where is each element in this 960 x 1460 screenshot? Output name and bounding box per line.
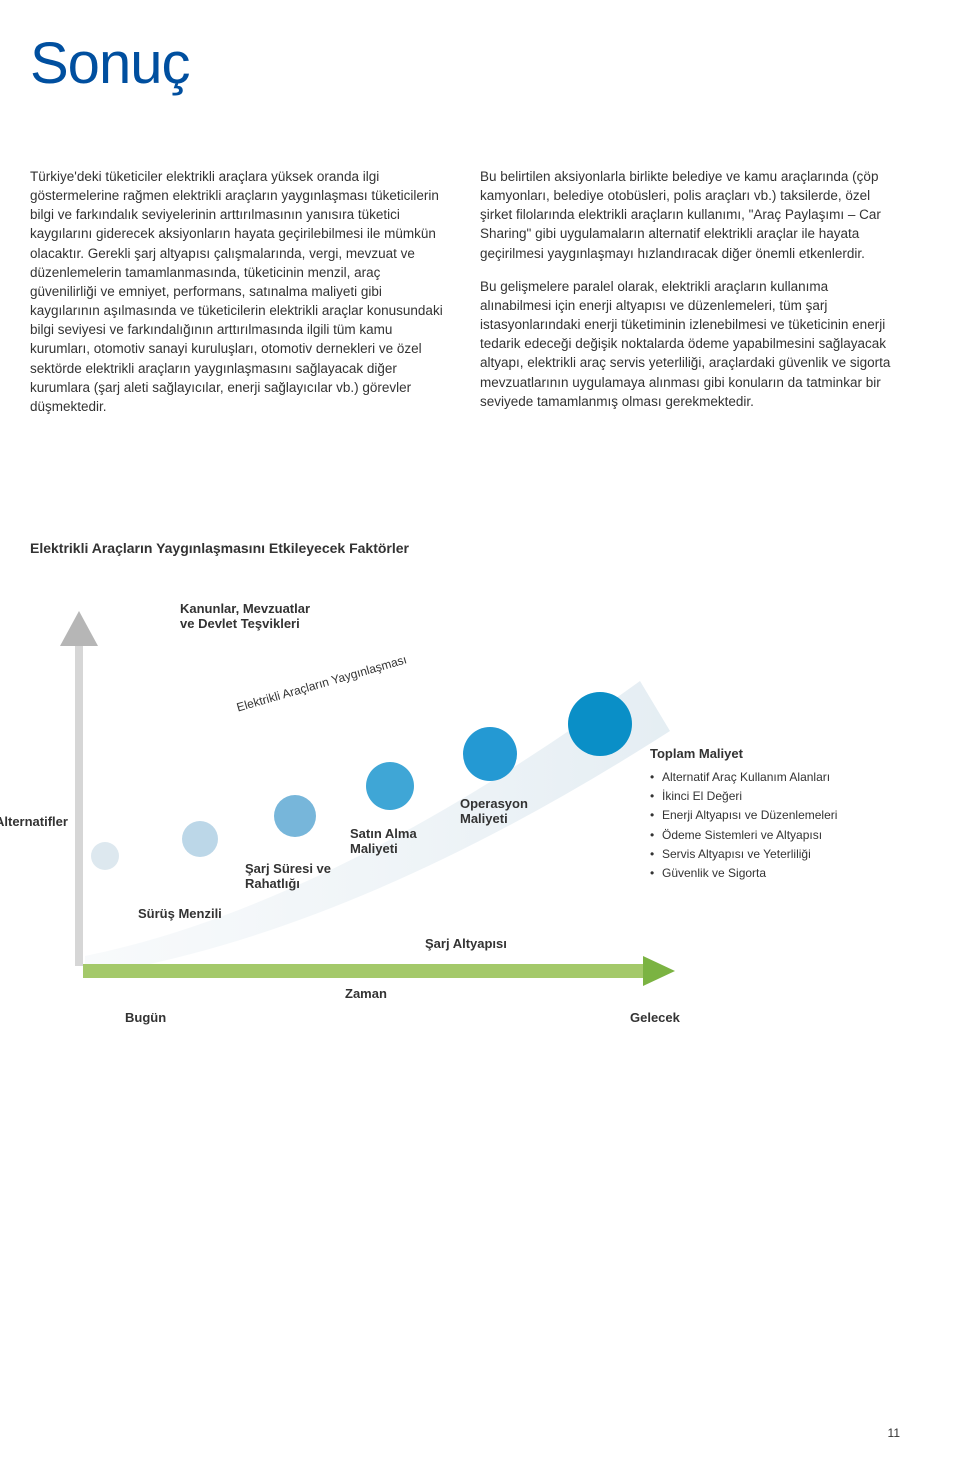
label-sarj-suresi: Şarj Süresi ve Rahatlığı xyxy=(245,861,331,891)
label-zaman: Zaman xyxy=(345,986,387,1001)
label-gelecek: Gelecek xyxy=(630,1010,680,1025)
label-bugun: Bugün xyxy=(125,1010,166,1025)
label-satin-alma: Satın Alma Maliyeti xyxy=(350,826,417,856)
toplam-list-item: Alternatif Araç Kullanım Alanları xyxy=(650,768,860,787)
toplam-list: Alternatif Araç Kullanım Alanlarıİkinci … xyxy=(650,768,860,883)
body-columns: Türkiye'deki tüketiciler elektrikli araç… xyxy=(30,167,900,430)
stage-circle xyxy=(568,692,632,756)
right-p1: Bu belirtilen aksiyonlarla birlikte bele… xyxy=(480,167,900,263)
toplam-list-item: Enerji Altyapısı ve Düzenlemeleri xyxy=(650,806,860,825)
label-kanunlar: Kanunlar, Mevzuatlar ve Devlet Teşvikler… xyxy=(180,601,310,631)
label-alternatifler: Alternatifler xyxy=(0,814,85,829)
factors-diagram: Kanunlar, Mevzuatlar ve Devlet Teşvikler… xyxy=(30,586,890,1026)
stage-circle xyxy=(91,842,119,870)
left-p1: Türkiye'deki tüketiciler elektrikli araç… xyxy=(30,167,450,416)
label-operasyon: Operasyon Maliyeti xyxy=(460,796,528,826)
page-number: 11 xyxy=(888,1426,900,1440)
stage-circle xyxy=(274,795,316,837)
left-column: Türkiye'deki tüketiciler elektrikli araç… xyxy=(30,167,450,430)
stage-circle xyxy=(366,762,414,810)
label-toplam-head: Toplam Maliyet xyxy=(650,746,743,761)
toplam-list-item: Servis Altyapısı ve Yeterliliği xyxy=(650,845,860,864)
label-sarj-altyapisi: Şarj Altyapısı xyxy=(425,936,507,951)
toplam-list-item: Ödeme Sistemleri ve Altyapısı xyxy=(650,826,860,845)
toplam-list-item: İkinci El Değeri xyxy=(650,787,860,806)
right-column: Bu belirtilen aksiyonlarla birlikte bele… xyxy=(480,167,900,430)
page-title: Sonuç xyxy=(30,30,900,97)
diagram-heading: Elektrikli Araçların Yaygınlaşmasını Etk… xyxy=(30,540,900,556)
right-p2: Bu gelişmelere paralel olarak, elektrikl… xyxy=(480,277,900,411)
label-surus: Sürüş Menzili xyxy=(138,906,222,921)
stage-circle xyxy=(182,821,218,857)
toplam-list-item: Güvenlik ve Sigorta xyxy=(650,864,860,883)
stage-circle xyxy=(463,727,517,781)
